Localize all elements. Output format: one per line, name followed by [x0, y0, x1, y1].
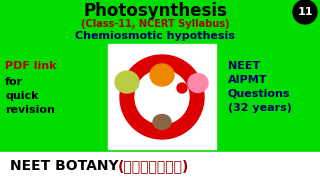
Circle shape	[293, 0, 317, 24]
Text: NEET BOTANY: NEET BOTANY	[10, 159, 124, 173]
Ellipse shape	[153, 114, 171, 129]
Text: for: for	[5, 77, 23, 87]
Text: (Class-11, NCERT Syllabus): (Class-11, NCERT Syllabus)	[81, 19, 229, 29]
Text: Photosynthesis: Photosynthesis	[83, 2, 227, 20]
Ellipse shape	[188, 73, 208, 93]
Circle shape	[120, 55, 204, 139]
Text: (தமிழில்): (தமிழில்)	[118, 159, 189, 173]
Text: (32 years): (32 years)	[228, 103, 292, 113]
Text: 11: 11	[297, 7, 313, 17]
Circle shape	[135, 70, 189, 124]
Text: quick: quick	[5, 91, 38, 101]
Text: AIPMT: AIPMT	[228, 75, 268, 85]
Text: revision: revision	[5, 105, 55, 115]
Text: NEET: NEET	[228, 61, 260, 71]
Bar	[0, 152, 320, 180]
Text: Chemiosmotic hypothesis: Chemiosmotic hypothesis	[75, 31, 235, 41]
Circle shape	[177, 83, 187, 93]
Ellipse shape	[150, 64, 174, 86]
Bar	[108, 44, 216, 149]
Text: PDF link: PDF link	[5, 61, 57, 71]
Ellipse shape	[115, 71, 139, 93]
Text: Questions: Questions	[228, 89, 291, 99]
